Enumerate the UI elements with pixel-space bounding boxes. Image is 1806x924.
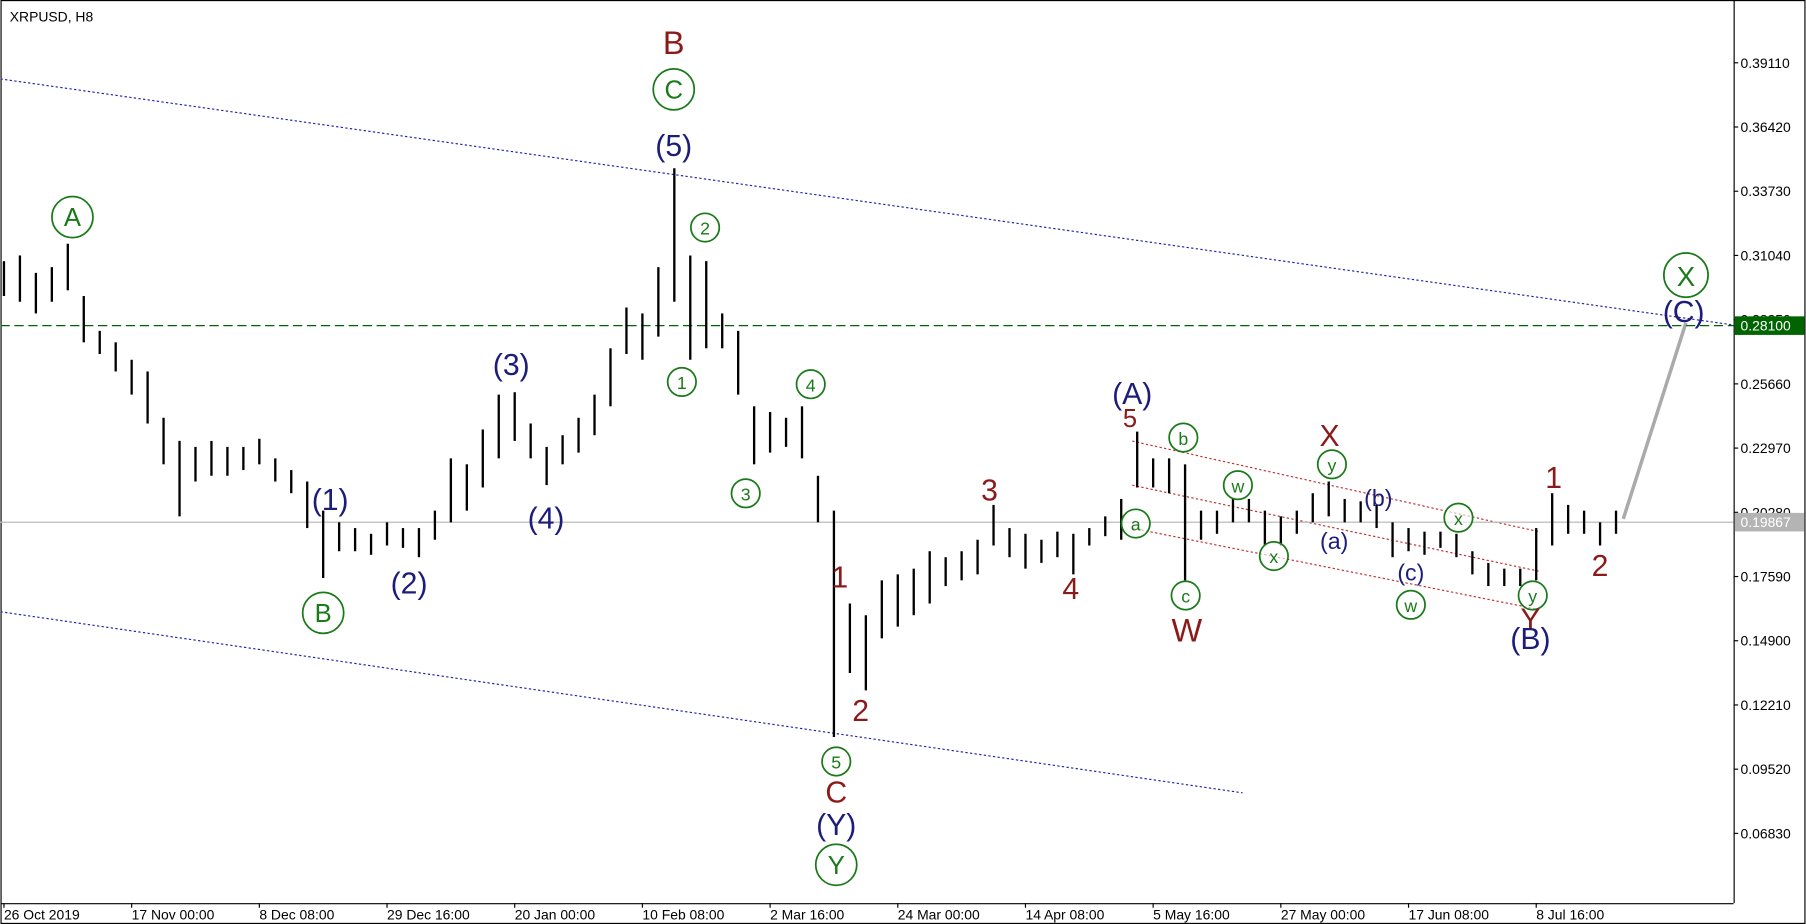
wave-label: (5): [655, 130, 692, 163]
wave-label: 4: [806, 375, 816, 395]
wave-circle: [51, 195, 94, 239]
wave-circle: [1316, 449, 1347, 480]
wave-circle: [730, 478, 761, 509]
y-tick-label: 0.14900: [1741, 633, 1792, 649]
wave-label: (2): [391, 567, 428, 600]
wave-label: (b): [1364, 485, 1392, 511]
wave-circle: [795, 369, 826, 400]
wave-circle: [1168, 422, 1199, 453]
y-tick-label: 0.36420: [1741, 119, 1792, 135]
wave-label: w: [1403, 596, 1417, 616]
wave-label: x: [1454, 509, 1463, 529]
y-tick-label: 0.39110: [1741, 55, 1791, 71]
wave-label: (A): [1112, 378, 1152, 411]
wave-label: 3: [981, 475, 998, 508]
wave-circle: [814, 843, 858, 887]
x-tick-label: 17 Jun 08:00: [1409, 907, 1490, 923]
wave-circle: [1258, 540, 1289, 572]
wave-label: 4: [1062, 573, 1079, 606]
wave-label: y: [1528, 587, 1537, 607]
y-tick-label: 0.17590: [1741, 569, 1792, 585]
x-tick-label: 2 Mar 16:00: [770, 907, 844, 923]
wave-label: 1: [677, 373, 687, 393]
wave-label: (a): [1320, 528, 1348, 554]
wave-label: 3: [741, 485, 751, 505]
wave-label: (4): [528, 502, 565, 535]
x-tick-label: 24 Mar 00:00: [898, 907, 980, 923]
wave-label: 1: [831, 562, 848, 595]
y-tick-label: 0.25660: [1741, 376, 1792, 392]
wave-label: 1: [1545, 462, 1562, 495]
x-tick-label: 8 Dec 08:00: [259, 907, 334, 923]
y-tick-label: 0.06830: [1741, 825, 1792, 841]
y-tick-label: 0.31040: [1741, 247, 1792, 263]
chart-title: XRPUSD, H8: [10, 8, 94, 24]
y-tick-label: 0.12210: [1741, 697, 1792, 713]
wave-label: w: [1230, 476, 1244, 496]
wave-label: b: [1178, 429, 1188, 449]
x-tick-label: 27 May 00:00: [1281, 907, 1366, 923]
price-level-label: 0.28100: [1741, 318, 1792, 334]
x-tick-label: 8 Jul 16:00: [1536, 907, 1604, 923]
wave-circle: [1443, 502, 1474, 533]
wave-label: y: [1327, 455, 1336, 475]
wave-label: (c): [1397, 559, 1424, 585]
x-tick-label: 5 May 16:00: [1153, 907, 1230, 923]
wave-label: 5: [1123, 405, 1137, 433]
wave-label: A: [64, 204, 82, 232]
wave-label: c: [1181, 587, 1190, 607]
wave-label: B: [663, 25, 685, 61]
x-tick-label: 29 Dec 16:00: [387, 907, 470, 923]
channel-line: [0, 611, 1243, 794]
wave-circle: [690, 212, 721, 243]
wave-label: B: [315, 600, 332, 628]
x-tick-label: 26 Oct 2019: [4, 907, 80, 923]
price-level-box: [1734, 316, 1805, 335]
wave-label: (B): [1510, 623, 1550, 656]
x-tick-label: 10 Feb 08:00: [642, 907, 724, 923]
channel-line: [1132, 527, 1539, 610]
price-level-box: [1734, 512, 1805, 532]
channel-line: [0, 78, 1734, 326]
wave-label: a: [1131, 515, 1141, 535]
wave-circle: [1517, 580, 1548, 611]
wave-label: (C): [1663, 296, 1705, 329]
wave-circle: [1120, 508, 1151, 539]
price-level-label: 0.19867: [1741, 514, 1792, 530]
wave-label: C: [664, 77, 683, 105]
wave-label: (1): [312, 484, 349, 517]
wave-label: C: [825, 776, 847, 809]
wave-circle: [652, 67, 696, 111]
y-tick-label: 0.33730: [1741, 183, 1792, 199]
wave-label: X: [1677, 261, 1695, 292]
y-tick-label: 0.22970: [1741, 440, 1792, 456]
wave-label: x: [1269, 547, 1278, 567]
x-tick-label: 20 Jan 00:00: [515, 907, 596, 923]
wave-label: Y: [1520, 603, 1540, 636]
x-tick-label: 14 Apr 08:00: [1025, 907, 1104, 923]
wave-circle: [821, 746, 852, 777]
wave-circle: [301, 591, 345, 635]
y-tick-label: 0.09520: [1741, 761, 1792, 777]
wave-circle: [1662, 252, 1709, 299]
wave-circle: [666, 366, 697, 397]
wave-circle: [1222, 470, 1253, 501]
projection-line: [1621, 322, 1688, 520]
wave-label: 2: [1592, 550, 1609, 583]
wave-label: 2: [700, 219, 710, 239]
wave-label: (3): [493, 349, 530, 382]
wave-label: Y: [828, 852, 845, 880]
wave-label: 2: [852, 695, 869, 728]
x-tick-label: 17 Nov 00:00: [132, 907, 215, 923]
wave-label: W: [1171, 612, 1202, 648]
wave-circle: [1395, 589, 1426, 620]
wave-label: 5: [831, 753, 841, 773]
wave-label: (Y): [816, 809, 856, 842]
wave-label: X: [1320, 420, 1340, 453]
wave-circle: [1170, 580, 1201, 611]
